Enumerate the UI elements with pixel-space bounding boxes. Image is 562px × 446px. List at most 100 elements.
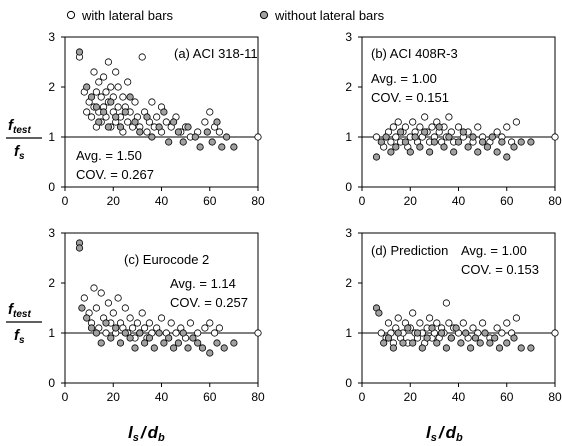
data-point (131, 344, 139, 352)
data-point (141, 324, 149, 332)
data-point (116, 123, 125, 131)
data-point (92, 88, 101, 96)
y-tick-label: 1 (48, 326, 55, 340)
data-point (201, 324, 209, 332)
data-point (401, 123, 409, 131)
series-without-lateral-bars (75, 239, 238, 357)
data-point (189, 334, 197, 342)
data-point (174, 339, 182, 347)
x-tick-label: 20 (404, 390, 418, 404)
data-point (454, 123, 463, 131)
data-point (445, 113, 453, 121)
data-point (102, 329, 110, 337)
cov-annotation: COV. = 0.151 (371, 90, 449, 105)
data-point (143, 128, 151, 136)
data-point (206, 108, 214, 116)
x-tick-label: 20 (107, 194, 121, 208)
x-tick-label: 80 (251, 390, 265, 404)
panel-2: 0 20 40 60 80 0 1 2 3 (b) ACI 408R-3 Avg. = 1.00 CO… (345, 30, 562, 208)
cov-annotation: COV. = 0.257 (170, 295, 248, 310)
series-without-lateral-bars (372, 304, 535, 352)
data-point (401, 138, 409, 146)
cov-annotation: COV. = 0.267 (76, 167, 154, 182)
cov-annotation: COV. = 0.153 (461, 262, 539, 277)
data-point (416, 319, 424, 327)
data-point (116, 339, 125, 347)
data-point (377, 138, 385, 146)
data-point (409, 309, 417, 317)
x-tick-label: 40 (155, 194, 169, 208)
data-point (129, 324, 137, 332)
data-point (170, 118, 178, 126)
data-point (421, 113, 429, 121)
series-with-lateral-bars (377, 299, 559, 347)
svg-text:fs: fs (14, 143, 25, 162)
data-point (145, 334, 153, 342)
data-point (131, 98, 139, 106)
data-point (126, 334, 134, 342)
data-point (469, 324, 477, 332)
data-point (486, 339, 494, 347)
data-point (211, 329, 219, 337)
data-point (155, 123, 163, 131)
ylabel-den-sub: s (19, 151, 25, 162)
data-point (206, 319, 214, 327)
data-point (372, 153, 381, 161)
data-point (165, 138, 173, 146)
data-point (196, 143, 204, 151)
data-point (471, 334, 479, 342)
xlabel-main: l (426, 423, 432, 442)
data-point (157, 314, 166, 322)
data-point (92, 304, 101, 312)
y-tick-label: 3 (48, 226, 55, 240)
data-point (517, 344, 525, 352)
data-point (527, 138, 535, 146)
data-point (104, 299, 113, 307)
data-point (124, 118, 132, 126)
data-point (213, 339, 221, 347)
panel-1: 0 20 40 60 80 0 1 2 3 (a) ACI 318-11 Avg. = 1.50 CO… (48, 30, 265, 208)
data-point (136, 128, 144, 136)
data-point (136, 329, 144, 337)
data-point (83, 108, 91, 116)
data-point (510, 334, 518, 342)
data-point (114, 294, 122, 302)
data-point (104, 58, 113, 66)
data-point (409, 118, 417, 126)
legend: with lateral bars without lateral bars (66, 8, 385, 23)
y-tick-label: 0 (48, 180, 55, 194)
data-point (517, 138, 525, 146)
data-point (107, 83, 115, 91)
x-tick-label: 40 (452, 194, 466, 208)
data-point (87, 113, 96, 121)
avg-annotation: Avg. = 1.50 (76, 148, 142, 163)
data-point (150, 344, 158, 352)
data-point (396, 128, 405, 136)
data-point (174, 128, 182, 136)
data-point (172, 329, 180, 337)
data-point (179, 329, 187, 337)
data-point (87, 324, 96, 332)
data-point (488, 133, 496, 141)
data-point (450, 148, 458, 156)
series-with-lateral-bars (75, 53, 262, 141)
data-point (464, 143, 472, 151)
x-tick-label: 20 (107, 390, 121, 404)
xlabel-sep: / (438, 423, 446, 442)
data-point (191, 133, 199, 141)
data-point (138, 309, 146, 317)
data-point (382, 133, 390, 141)
data-point (194, 339, 202, 347)
data-point (155, 329, 163, 337)
ylabel-num: f (8, 301, 15, 318)
data-point (138, 53, 146, 61)
x-tick-label: 0 (359, 390, 366, 404)
data-point (387, 138, 395, 146)
data-point (184, 123, 192, 131)
data-point (380, 339, 388, 347)
data-point (384, 319, 393, 327)
avg-annotation: Avg. = 1.00 (461, 243, 527, 258)
data-point (452, 324, 460, 332)
data-point (425, 314, 434, 322)
panel-label: (b) ACI 408R-3 (371, 46, 458, 61)
